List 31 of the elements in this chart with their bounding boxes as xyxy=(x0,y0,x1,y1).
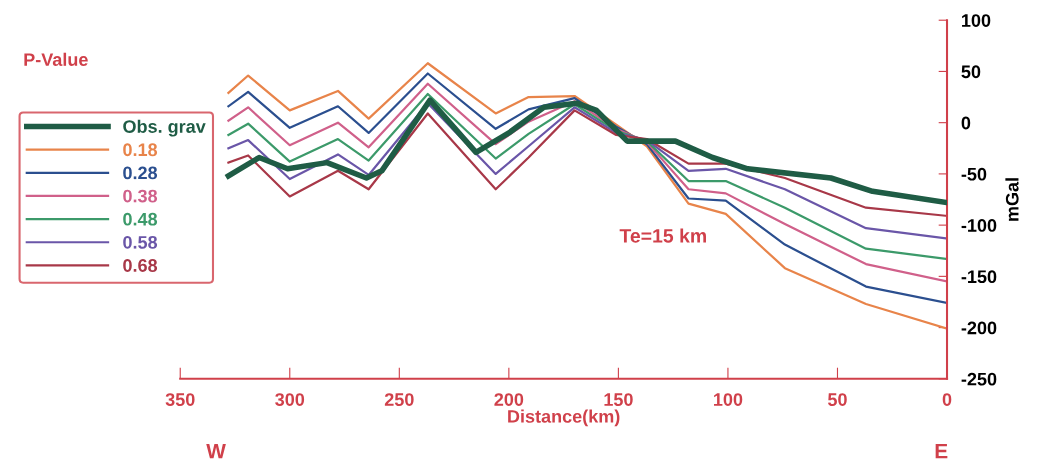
line-series xyxy=(227,92,948,261)
legend-label: Obs. grav xyxy=(123,119,206,137)
legend-label: 0.58 xyxy=(123,235,158,249)
x-tick-label: 250 xyxy=(384,393,414,406)
y-tick-label: -100 xyxy=(961,219,997,232)
legend-title: P-Value xyxy=(24,52,88,66)
annotation: Te=15 km xyxy=(619,228,706,243)
y-axis-title: mGal xyxy=(1005,178,1019,221)
x-tick-label: 50 xyxy=(827,393,847,406)
x-tick-label: 300 xyxy=(275,393,305,406)
line-series xyxy=(227,109,948,218)
x-tick-label: 0 xyxy=(942,393,952,406)
y-tick-label: -150 xyxy=(961,270,997,284)
x-tick-label: 200 xyxy=(494,393,524,406)
legend-label: 0.68 xyxy=(123,259,158,272)
y-tick-label: 100 xyxy=(962,14,991,27)
legend-label: 0.48 xyxy=(123,212,158,226)
legend-label: 0.18 xyxy=(123,143,158,157)
y-tick-label: 0 xyxy=(961,116,971,130)
y-tick-label: -50 xyxy=(961,167,987,181)
legend-label: 0.28 xyxy=(123,166,158,180)
text: W xyxy=(206,443,226,459)
legend-label: 0.38 xyxy=(123,189,158,203)
x-tick-label: 100 xyxy=(714,393,743,406)
x-tick-label: 350 xyxy=(165,393,195,406)
x-tick-label: 150 xyxy=(604,393,633,406)
y-tick-label: -250 xyxy=(961,372,997,386)
x-axis-title: Distance(km) xyxy=(508,409,620,427)
text: E xyxy=(935,443,948,459)
y-tick-label: 50 xyxy=(961,65,981,79)
y-tick-label: -200 xyxy=(961,321,997,335)
